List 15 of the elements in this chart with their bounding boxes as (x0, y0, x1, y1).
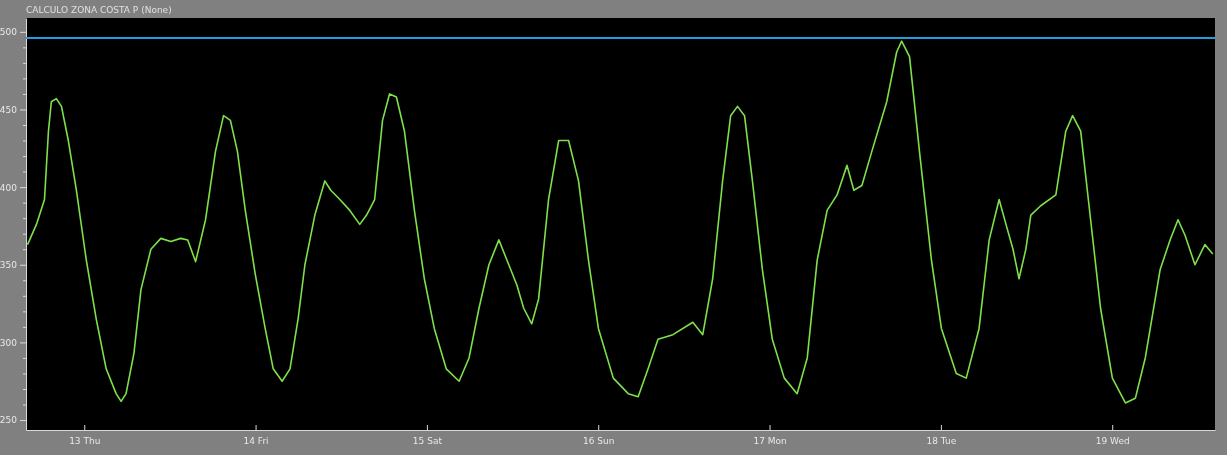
y-tick-label: 450 (0, 104, 18, 115)
x-tick-label: 14 Fri (243, 436, 269, 447)
x-tick-label: 13 Thu (69, 436, 101, 447)
chart-title: CALCULO ZONA COSTA P (None) (26, 5, 172, 15)
y-tick-label: 400 (0, 182, 18, 193)
x-tick-label: 19 Wed (1095, 436, 1130, 447)
x-tick-label: 17 Mon (753, 436, 787, 447)
y-tick-label: 300 (0, 337, 18, 348)
x-tick-label: 15 Sat (412, 436, 443, 447)
y-tick-label: 500 (0, 27, 18, 38)
y-tick-label: 350 (0, 260, 18, 271)
x-tick-label: 18 Tue (926, 436, 957, 447)
y-tick-label: 250 (0, 415, 18, 426)
x-tick-label: 16 Sun (583, 436, 615, 447)
line-series (26, 40, 1214, 404)
